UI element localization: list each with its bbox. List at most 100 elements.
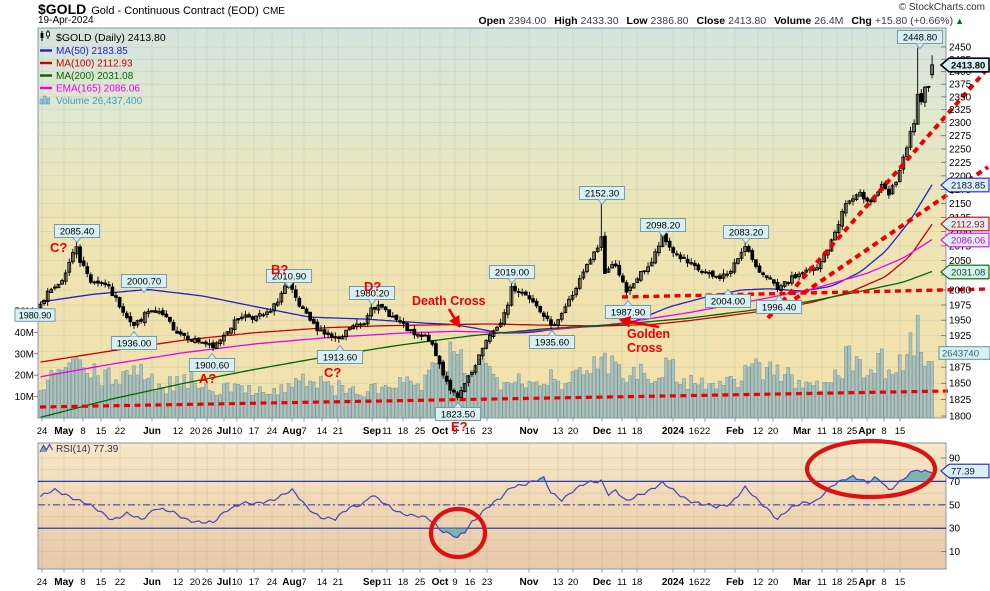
svg-text:2275: 2275 xyxy=(949,131,972,142)
svg-text:20: 20 xyxy=(190,577,201,588)
price-callout: 1996.40 xyxy=(755,294,803,314)
svg-text:Aug: Aug xyxy=(282,577,301,588)
svg-text:2300: 2300 xyxy=(949,118,972,129)
svg-text:16: 16 xyxy=(689,577,700,588)
symbol-title: $GOLD xyxy=(38,1,87,17)
annotation-text: D? xyxy=(364,279,381,294)
svg-text:15: 15 xyxy=(96,426,107,437)
svg-text:Apr: Apr xyxy=(858,577,875,588)
main-gridlines xyxy=(38,28,946,418)
svg-text:18: 18 xyxy=(832,426,843,437)
svg-text:Jul: Jul xyxy=(217,426,232,437)
svg-text:25: 25 xyxy=(847,577,858,588)
quote-label-open: Open xyxy=(478,15,506,27)
svg-text:50: 50 xyxy=(949,500,961,511)
svg-text:9: 9 xyxy=(452,577,457,588)
annotation-text: Death Cross xyxy=(412,294,486,308)
svg-text:2098.20: 2098.20 xyxy=(646,220,680,231)
axis-callout: 2643740 xyxy=(938,346,990,360)
svg-text:Apr: Apr xyxy=(858,426,875,437)
svg-text:2413.80: 2413.80 xyxy=(951,60,985,71)
svg-text:2152.30: 2152.30 xyxy=(585,188,619,199)
price-callout: 2004.00 xyxy=(704,288,752,308)
svg-text:11: 11 xyxy=(817,577,827,588)
svg-text:Oct: Oct xyxy=(432,426,449,437)
svg-text:Aug: Aug xyxy=(282,426,301,437)
svg-text:24: 24 xyxy=(267,577,278,588)
quote-value-close: 2413.80 xyxy=(728,15,767,27)
svg-text:10: 10 xyxy=(232,426,243,437)
rsi-legend-label: RSI(14) 77.39 xyxy=(56,444,119,455)
svg-text:11: 11 xyxy=(382,577,392,588)
annotation-text: C? xyxy=(324,365,341,380)
svg-text:2375: 2375 xyxy=(949,80,972,91)
svg-text:1980.90: 1980.90 xyxy=(19,310,52,320)
svg-text:2010.90: 2010.90 xyxy=(272,271,306,282)
ohlc-quote-row: Open 2394.00 High 2433.30 Low 2386.80 Close 241… xyxy=(470,15,964,27)
svg-text:8: 8 xyxy=(80,577,85,588)
svg-text:1980.20: 1980.20 xyxy=(355,288,389,299)
svg-text:18: 18 xyxy=(398,426,409,437)
axis-callout: 2112.93 xyxy=(940,216,990,232)
axis-callouts: 2413.80 2183.85 2112.93 2086.06 2031.08 26437… xyxy=(14,57,990,479)
annotation-text: E? xyxy=(451,419,468,434)
legend-label: MA(200) 2031.08 xyxy=(56,71,134,82)
svg-text:2350: 2350 xyxy=(949,92,972,103)
svg-text:1935.60: 1935.60 xyxy=(535,337,569,348)
quote-value-low: 2386.80 xyxy=(650,15,689,27)
legend-label: MA(50) 2183.85 xyxy=(56,46,128,57)
svg-text:2325: 2325 xyxy=(949,105,972,116)
rsi-highlight-ellipse xyxy=(428,506,488,560)
svg-text:Sep: Sep xyxy=(363,577,381,588)
svg-text:2112.93: 2112.93 xyxy=(951,219,985,230)
svg-text:24: 24 xyxy=(267,426,278,437)
svg-text:Mar: Mar xyxy=(793,426,811,437)
price-callout: 1980.20 xyxy=(348,286,396,306)
price-callouts: 2085.40 2000.70 1936.00 1900.60 2010.90 1913.… xyxy=(53,30,944,421)
svg-text:20: 20 xyxy=(768,577,779,588)
svg-text:2024: 2024 xyxy=(662,426,685,437)
svg-text:8: 8 xyxy=(881,577,886,588)
svg-text:Jun: Jun xyxy=(143,577,161,588)
svg-text:30M: 30M xyxy=(15,349,34,360)
svg-text:7: 7 xyxy=(301,426,306,437)
exchange-label: CME xyxy=(262,6,285,17)
svg-text:1850: 1850 xyxy=(949,379,972,390)
svg-text:Dec: Dec xyxy=(593,577,612,588)
svg-text:Oct: Oct xyxy=(432,577,449,588)
svg-text:17: 17 xyxy=(249,577,260,588)
svg-text:20: 20 xyxy=(568,426,579,437)
svg-text:1823.50: 1823.50 xyxy=(441,409,475,420)
svg-text:20: 20 xyxy=(568,577,579,588)
svg-text:10: 10 xyxy=(232,577,243,588)
svg-text:16: 16 xyxy=(465,426,476,437)
svg-text:25: 25 xyxy=(415,426,426,437)
svg-text:25: 25 xyxy=(415,577,426,588)
svg-text:2000: 2000 xyxy=(949,285,972,296)
rsi-panel xyxy=(38,469,946,539)
chart-date: 19-Apr-2024 xyxy=(38,15,94,26)
svg-text:2004.00: 2004.00 xyxy=(711,296,745,307)
price-callout: 1823.50 xyxy=(434,401,482,421)
svg-text:1950: 1950 xyxy=(949,316,972,327)
axis-callout: 2031.08 xyxy=(940,264,990,280)
legend-label: EMA(165) 2086.06 xyxy=(56,84,140,95)
svg-text:1987.90: 1987.90 xyxy=(611,307,645,318)
annotation-text: C? xyxy=(50,240,67,255)
svg-text:30: 30 xyxy=(949,524,961,535)
price-callout: 2098.20 xyxy=(639,218,687,238)
price-callout: 2152.30 xyxy=(578,186,626,206)
svg-text:14: 14 xyxy=(317,426,328,437)
price-callout: 2010.90 xyxy=(265,269,313,289)
price-callout: 1936.00 xyxy=(110,330,158,350)
main-legend: $GOLD (Daily) 2413.80 MA(50) 2183.85 MA(10… xyxy=(39,30,166,107)
svg-text:22: 22 xyxy=(700,577,711,588)
svg-text:2019.00: 2019.00 xyxy=(495,267,529,278)
annotation-text: Golden xyxy=(627,327,670,341)
svg-text:2183.85: 2183.85 xyxy=(951,180,985,191)
candlesticks xyxy=(38,47,934,401)
svg-text:Feb: Feb xyxy=(726,577,744,588)
svg-text:1936.00: 1936.00 xyxy=(117,338,151,349)
quote-label-high: High xyxy=(554,15,578,27)
price-callout: 1900.60 xyxy=(188,352,236,372)
